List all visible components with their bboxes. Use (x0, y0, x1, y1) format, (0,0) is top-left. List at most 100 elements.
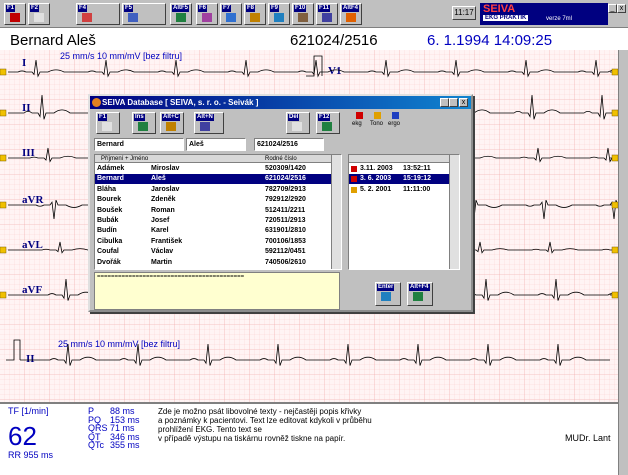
table-row[interactable]: Adámek Miroslav 520309/1420 (95, 164, 331, 174)
lead-label: I (22, 57, 26, 69)
close-button[interactable]: x (617, 4, 626, 13)
scrollbar[interactable] (618, 50, 628, 475)
table-row[interactable]: Cibulka František 700106/1853 (95, 237, 331, 247)
key-label: Alt+C (162, 114, 180, 121)
table-cell: Zdeněk (151, 196, 176, 204)
search-field[interactable]: 621024/2516 (254, 138, 324, 151)
toolbar-button[interactable]: F5 (122, 3, 166, 25)
table-cell: 512411/2211 (265, 206, 306, 214)
button-icon (322, 122, 332, 131)
button-icon (34, 13, 44, 22)
table-cell: František (151, 237, 183, 245)
table-cell: Bubák (97, 217, 119, 224)
key-label: F8 (246, 5, 256, 12)
table-cell: 740506/2610 (265, 258, 306, 266)
toolbar-button[interactable]: AltF4 (340, 3, 362, 25)
table-cell: Bernard (97, 175, 124, 183)
button-icon (102, 122, 112, 131)
dialog-button[interactable]: Del (286, 112, 310, 134)
dialog-button[interactable]: Alt+N (194, 112, 224, 134)
memo[interactable]: ========================================… (94, 272, 340, 310)
table-row[interactable]: Bernard Aleš 621024/2516 (95, 174, 331, 185)
exam-type-icon (374, 112, 381, 119)
exam-date: 3.11. 2003 (360, 165, 393, 172)
dialog-button[interactable]: Ins (132, 112, 156, 134)
exam-datetime: 6. 1.1994 14:09:25 (427, 32, 553, 49)
exam-time: 11:11:00 (403, 185, 431, 193)
exam-list[interactable]: 3.11. 2003 13:52:11 3. 6. 2003 15:19:12 5. 2… (348, 154, 460, 270)
lead-label: III (22, 147, 35, 159)
minimize-button[interactable]: _ (608, 4, 617, 13)
search-field[interactable]: Aleš (186, 138, 246, 151)
calibration-pulse (306, 55, 323, 77)
table-header (349, 155, 449, 163)
exam-icon (351, 166, 357, 172)
minimize-button[interactable] (440, 98, 449, 107)
dialog-button[interactable]: Enter (375, 282, 401, 306)
key-label: F7 (222, 5, 232, 12)
patient-table[interactable]: Příjmení + Jméno Rodné číslo Adámek Miros… (94, 154, 342, 270)
table-cell: Dvořák (97, 258, 121, 266)
heart-rate: 62 (8, 421, 37, 451)
dialog-button[interactable]: F1 (96, 112, 120, 134)
table-row[interactable]: Dvořák Martin 740506/2610 (95, 258, 331, 268)
exam-row[interactable]: 3. 6. 2003 15:19:12 (349, 174, 449, 185)
dialog-button[interactable]: Alt+F4 (407, 282, 433, 306)
table-row[interactable]: Budín Karel 631901/2810 (95, 226, 331, 236)
toolbar-button[interactable]: F2 (28, 3, 50, 25)
toolbar-button[interactable]: F1 (4, 3, 26, 25)
table-row[interactable]: Bláha Jaroslav 782709/2913 (95, 185, 331, 195)
toolbar-button[interactable]: F9 (268, 3, 290, 25)
table-cell: Karel (151, 227, 169, 235)
table-row[interactable]: Bubák Josef 720511/2913 (95, 216, 331, 226)
search-field[interactable]: Bernard (94, 138, 184, 151)
key-label: AltF5 (172, 5, 189, 12)
patient-name: Bernard Aleš (10, 32, 96, 49)
button-icon (166, 122, 176, 131)
scrollbar[interactable] (331, 155, 341, 269)
interval-value: 88 ms (110, 406, 135, 416)
lead-marker (611, 154, 618, 162)
key-label: Enter (377, 284, 395, 291)
scrollbar[interactable] (449, 155, 459, 269)
exam-row[interactable]: 5. 2. 2001 11:11:00 (349, 185, 449, 195)
note-line: v případě výstupu na tiskárnu rovněž tis… (158, 434, 346, 443)
toolbar-button[interactable]: F7 (220, 3, 242, 25)
exam-rows: 3.11. 2003 13:52:11 3. 6. 2003 15:19:12 5. 2… (349, 164, 449, 264)
lead-label: II (22, 102, 31, 114)
toolbar-button[interactable]: F6 (196, 3, 218, 25)
interval-value: 71 ms (110, 423, 135, 433)
table-row[interactable]: Coufal Václav 592112/0451 (95, 247, 331, 257)
column-header[interactable]: Příjmení + Jméno (101, 156, 149, 162)
exam-date: 5. 2. 2001 (360, 185, 392, 193)
column-header[interactable]: Rodné číslo (265, 156, 297, 162)
note-line: a poznámky k pacientovi. Text lze editov… (158, 416, 372, 425)
patient-id: 621024/2516 (290, 32, 378, 49)
table-cell: Bláha (97, 185, 117, 193)
exam-row[interactable]: 3.11. 2003 13:52:11 (349, 164, 449, 174)
toolbar-button[interactable]: F4 (76, 3, 120, 25)
key-label: AltF4 (342, 5, 359, 12)
note-line: prohlížení EKG. Tento text se (158, 425, 262, 434)
toolbar-button[interactable]: F11 (316, 3, 338, 25)
dialog-button[interactable]: F12 (316, 112, 340, 134)
exam-type-icon (392, 112, 399, 119)
toolbar-button[interactable]: F10 (292, 3, 314, 25)
dialog-button[interactable]: Alt+C (160, 112, 184, 134)
toolbar-button[interactable]: AltF5 (170, 3, 192, 25)
key-label: F12 (318, 114, 331, 121)
maximize-button[interactable] (449, 98, 458, 107)
interval-value: 355 ms (110, 440, 140, 450)
close-button[interactable]: x (459, 98, 468, 107)
toolbar-button[interactable]: F8 (244, 3, 266, 25)
table-cell: 520309/1420 (265, 165, 306, 172)
table-row[interactable]: Bourek Zdeněk 792912/2920 (95, 195, 331, 205)
key-label: Alt+F4 (409, 284, 430, 291)
lead-marker (0, 201, 7, 209)
calibration-pulse (6, 339, 21, 361)
table-cell: Adámek (97, 165, 125, 172)
exam-date: 3. 6. 2003 (360, 175, 392, 183)
table-cell: Václav (151, 248, 174, 256)
table-row[interactable]: Boušek Roman 512411/2211 (95, 206, 331, 216)
